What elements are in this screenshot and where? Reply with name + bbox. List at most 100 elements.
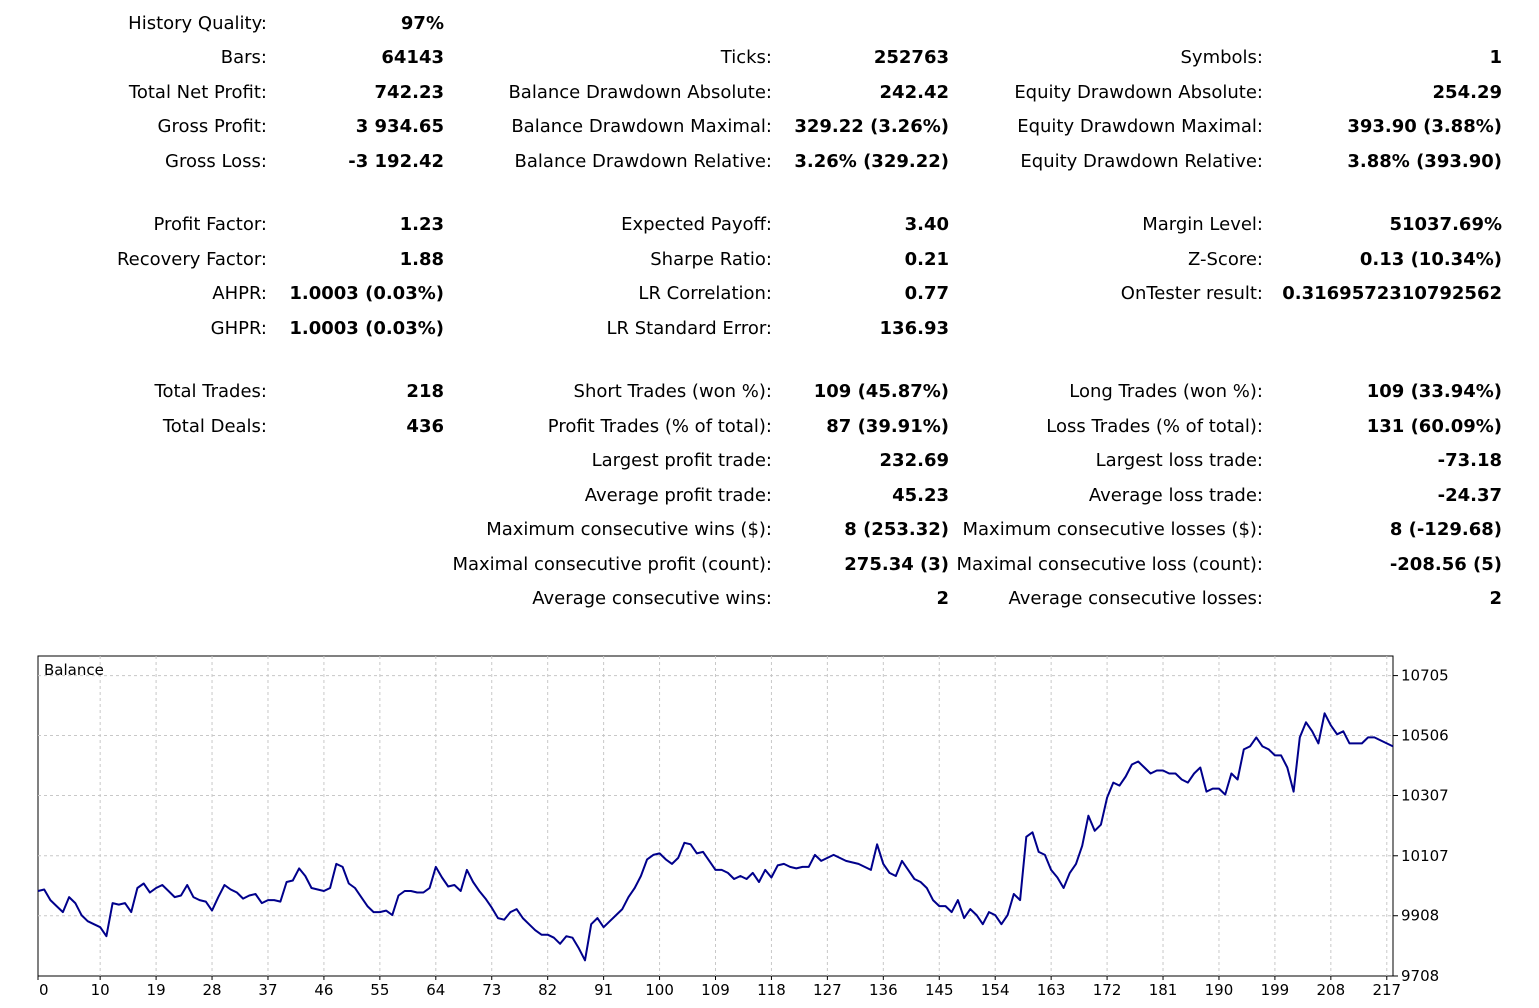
chart-grid: [38, 656, 1393, 976]
report-summary: History Quality: 97% Bars: 64143 Total Net P…: [116, 13, 1502, 609]
col3-value: 254.29: [1432, 82, 1502, 103]
col1-value: 3 934.65: [355, 116, 444, 137]
col1-label: Total Deals:: [162, 416, 267, 437]
col2-value: 232.69: [879, 450, 949, 471]
col1-value: 218: [406, 381, 444, 402]
x-tick-label: 0: [39, 981, 49, 999]
col3-label: Average loss trade:: [1088, 485, 1263, 506]
col2-label: Average profit trade:: [584, 485, 772, 506]
col2-value: 8 (253.32): [844, 519, 949, 540]
x-tick-label: 127: [813, 981, 842, 999]
y-tick-label: 10107: [1401, 847, 1449, 865]
col1-value: -3 192.42: [348, 151, 444, 172]
col2-label: Profit Trades (% of total):: [547, 416, 772, 437]
col3-label: Long Trades (won %):: [1069, 381, 1263, 402]
col1-value: 97%: [400, 13, 444, 34]
col2-label: Largest profit trade:: [591, 450, 772, 471]
col2-label: Balance Drawdown Maximal:: [511, 116, 772, 137]
col3-label: Margin Level:: [1142, 214, 1263, 235]
col3-label: Average consecutive losses:: [1008, 588, 1263, 609]
col1-label: Total Net Profit:: [128, 82, 267, 103]
x-tick-label: 82: [538, 981, 557, 999]
col3-label: Largest loss trade:: [1095, 450, 1263, 471]
col1-label: Gross Loss:: [165, 151, 267, 172]
x-tick-label: 91: [594, 981, 613, 999]
chart-title: Balance: [44, 661, 104, 679]
col1-label: History Quality:: [128, 13, 267, 34]
x-tick-label: 190: [1205, 981, 1234, 999]
col3-label: Z-Score:: [1188, 249, 1263, 270]
y-tick-label: 9708: [1401, 967, 1439, 985]
col2-value: 275.34 (3): [844, 554, 949, 575]
col3-label: Maximum consecutive losses ($):: [962, 519, 1264, 540]
col2-value: 252763: [873, 47, 949, 68]
x-tick-label: 19: [147, 981, 166, 999]
col1-value: 1.88: [399, 249, 444, 270]
x-tick-label: 136: [869, 981, 898, 999]
col2-label: Maximal consecutive profit (count):: [452, 554, 772, 575]
x-tick-label: 217: [1372, 981, 1401, 999]
y-tick-label: 9908: [1401, 907, 1439, 925]
col2-label: LR Standard Error:: [606, 318, 773, 339]
x-tick-label: 118: [757, 981, 786, 999]
col2-value: 45.23: [892, 485, 949, 506]
x-tick-label: 46: [314, 981, 333, 999]
x-tick-label: 109: [701, 981, 730, 999]
col2-value: 109 (45.87%): [813, 381, 949, 402]
col2-label: LR Correlation:: [638, 283, 772, 304]
col2-value: 0.77: [904, 283, 949, 304]
col3-label: Maximal consecutive loss (count):: [956, 554, 1263, 575]
x-tick-label: 37: [258, 981, 277, 999]
x-tick-label: 55: [370, 981, 389, 999]
x-tick-label: 64: [426, 981, 445, 999]
col1-value: 1.23: [399, 214, 444, 235]
col3-value: 131 (60.09%): [1366, 416, 1502, 437]
col2-label: Sharpe Ratio:: [650, 249, 772, 270]
col3-label: Equity Drawdown Absolute:: [1014, 82, 1263, 103]
x-tick-label: 154: [981, 981, 1010, 999]
col2-label: Maximum consecutive wins ($):: [486, 519, 772, 540]
col3-label: Equity Drawdown Maximal:: [1017, 116, 1263, 137]
col3-label: Equity Drawdown Relative:: [1020, 151, 1263, 172]
col3-label: Loss Trades (% of total):: [1046, 416, 1263, 437]
chart-series: [37, 712, 1394, 962]
y-tick-label: 10506: [1401, 727, 1449, 745]
x-tick-label: 10: [91, 981, 110, 999]
col1-value: 436: [406, 416, 444, 437]
col2-label: Balance Drawdown Relative:: [514, 151, 772, 172]
x-tick-label: 28: [202, 981, 221, 999]
col2-label: Expected Payoff:: [621, 214, 772, 235]
col2-value: 242.42: [879, 82, 949, 103]
x-tick-label: 73: [482, 981, 501, 999]
col1-value: 1.0003 (0.03%): [289, 318, 444, 339]
col1-label: Bars:: [220, 47, 267, 68]
col3-value: 51037.69%: [1389, 214, 1502, 235]
col2-label: Balance Drawdown Absolute:: [508, 82, 772, 103]
col3-label: OnTester result:: [1120, 283, 1263, 304]
x-tick-label: 199: [1261, 981, 1290, 999]
col2-value: 136.93: [879, 318, 949, 339]
col1-value: 64143: [381, 47, 444, 68]
x-tick-label: 145: [925, 981, 954, 999]
col3-value: 2: [1489, 588, 1502, 609]
y-tick-label: 10705: [1401, 667, 1449, 685]
col2-value: 3.26% (329.22): [794, 151, 949, 172]
col1-label: GHPR:: [210, 318, 267, 339]
col1-label: AHPR:: [212, 283, 267, 304]
col2-label: Average consecutive wins:: [532, 588, 772, 609]
col1-value: 742.23: [374, 82, 444, 103]
col1-label: Recovery Factor:: [116, 249, 267, 270]
col3-value: 0.13 (10.34%): [1359, 249, 1502, 270]
col3-value: -208.56 (5): [1389, 554, 1502, 575]
x-tick-label: 181: [1149, 981, 1178, 999]
balance-chart: 0 10 19 28 37 46 55 64 73 82 91 100 109 118 127 136 145 1…: [37, 655, 1449, 999]
col2-label: Short Trades (won %):: [573, 381, 772, 402]
col3-value: 1: [1489, 47, 1502, 68]
x-tick-label: 208: [1317, 981, 1346, 999]
col2-label: Ticks:: [720, 47, 772, 68]
col3-label: Symbols:: [1180, 47, 1264, 68]
col2-value: 87 (39.91%): [826, 416, 949, 437]
x-tick-label: 100: [645, 981, 674, 999]
balance-line: [37, 712, 1394, 962]
x-tick-label: 163: [1037, 981, 1066, 999]
